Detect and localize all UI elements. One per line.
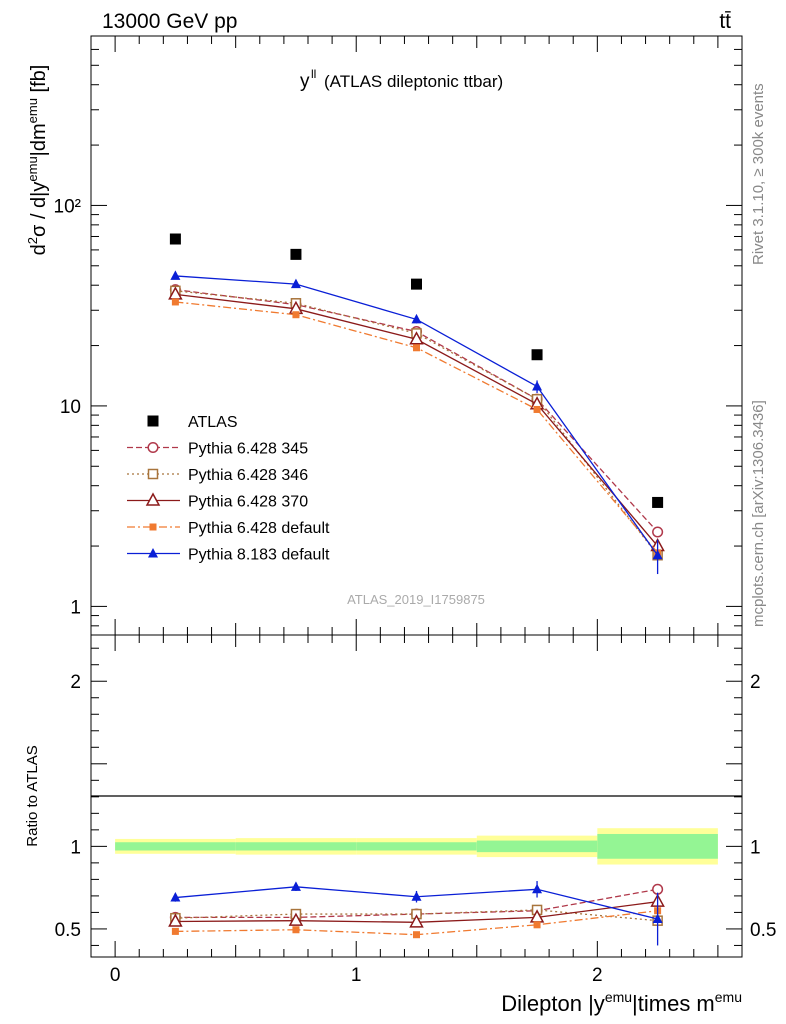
point-p6def [292, 311, 300, 319]
legend-label-p8: Pythia 8.183 default [188, 547, 330, 564]
main-panel: 1 10 10² d2σ / d|yemu|dmemu [fb] y ll (ATL… [25, 35, 743, 636]
point-p8 [170, 270, 181, 280]
ratio-point-p8 [652, 913, 663, 924]
ratio-x-ticks: 0 1 2 [90, 635, 743, 986]
ratio-point-p6def [171, 927, 179, 935]
main-y-axis-label: d2σ / d|yemu|dmemu [fb] [25, 65, 50, 256]
ratio-panel: 0.5 0.5 1 1 2 2 0 1 2 Ratio to ATLAS Dilepton |… [24, 634, 776, 1016]
process-label: tt̄ [719, 10, 731, 33]
series-p8 [170, 270, 663, 575]
ratio-point-p8 [532, 883, 543, 894]
ratio-point-p6def [292, 926, 300, 934]
legend: ATLAS Pythia 6.428 345 Pythia 6.428 346 Pyt… [127, 414, 330, 564]
point-atlas [290, 248, 302, 260]
main-title: y ll (ATLAS dileptonic ttbar) [300, 67, 503, 92]
main-y-tick-label: 10² [54, 196, 81, 217]
main-title-prefix: y [300, 71, 310, 92]
legend-marker-p8 [148, 548, 158, 558]
legend-label-p345: Pythia 6.428 345 [188, 441, 308, 458]
main-y-ticks: 1 10 10² [54, 35, 742, 627]
legend-marker-p6def [149, 523, 157, 531]
ratio-point-p6def [413, 931, 420, 939]
ratio-y-tick-label-right: 2 [750, 672, 761, 693]
series-p370 [168, 286, 665, 552]
ratio-point-p370 [288, 912, 304, 926]
main-series-layer [168, 233, 665, 575]
analysis-watermark: ATLAS_2019_I1759875 [347, 592, 485, 607]
legend-entry-p370: Pythia 6.428 370 [127, 492, 308, 511]
ratio-band-inner [597, 833, 718, 859]
ratio-band-inner [476, 840, 598, 853]
point-atlas [531, 349, 543, 361]
point-atlas [652, 496, 664, 508]
main-y-tick-label: 1 [70, 597, 81, 618]
ratio-frame [90, 634, 743, 958]
ratio-point-p370 [409, 914, 424, 928]
energy-label: 13000 GeV pp [102, 10, 237, 33]
legend-entry-p346: Pythia 6.428 346 [127, 467, 308, 484]
ratio-point-p8 [170, 892, 181, 902]
point-p370 [409, 331, 424, 345]
point-p8 [532, 380, 543, 391]
legend-marker-atlas [147, 415, 159, 427]
legend-entry-p8: Pythia 8.183 default [127, 547, 330, 564]
main-title-text: (ATLAS dileptonic ttbar) [324, 72, 503, 91]
point-atlas [411, 278, 422, 290]
ratio-y-tick-label: 1 [70, 837, 81, 858]
ratio-band-inner [115, 842, 236, 851]
point-p6def [533, 405, 541, 413]
ratio-y-tick-label-right: 1 [750, 837, 761, 858]
point-p6def [413, 344, 420, 352]
ratio-y-tick-label-right: 0.5 [750, 920, 776, 941]
legend-label-p6def: Pythia 6.428 default [188, 520, 330, 537]
legend-entry-atlas: ATLAS [147, 414, 238, 431]
point-p6def [171, 298, 179, 306]
legend-entry-p6def: Pythia 6.428 default [127, 520, 330, 537]
legend-label-p370: Pythia 6.428 370 [188, 494, 308, 511]
ratio-point-p8 [290, 881, 301, 891]
legend-marker-p370 [145, 492, 161, 506]
x-tick-label: 1 [351, 965, 362, 986]
x-tick-label: 0 [110, 965, 121, 986]
ratio-uncertainty-bands [115, 828, 718, 865]
x-axis-label: Dilepton |yemu|times memu [501, 989, 742, 1016]
ratio-y-tick-label: 0.5 [55, 920, 81, 941]
ratio-series-p370 [168, 893, 665, 928]
series-atlas [169, 233, 664, 508]
legend-marker-p345 [147, 441, 159, 454]
main-y-tick-label: 10 [60, 397, 81, 418]
ratio-band-inner [235, 842, 357, 851]
ratio-y-tick-label: 2 [70, 672, 81, 693]
rivet-label: Rivet 3.1.10, ≥ 300k events [750, 83, 767, 265]
legend-label-p346: Pythia 6.428 346 [188, 467, 308, 484]
ratio-point-p6def [533, 921, 541, 929]
main-x-ticks [90, 36, 743, 635]
point-p8 [411, 313, 422, 324]
ratio-point-p8 [411, 891, 422, 901]
ratio-series-layer [168, 881, 665, 946]
ratio-y-axis-label: Ratio to ATLAS [24, 745, 41, 846]
mcplots-label: mcplots.cern.ch [arXiv:1306.3436] [750, 400, 767, 627]
main-title-superscript: ll [311, 67, 316, 81]
point-atlas [169, 233, 181, 245]
ratio-series-p8 [170, 881, 663, 946]
point-p8 [290, 278, 301, 289]
point-p8 [652, 549, 663, 560]
legend-label-atlas: ATLAS [188, 414, 238, 431]
ratio-y-ticks: 0.5 0.5 1 1 2 2 [55, 647, 776, 946]
ratio-point-p370 [168, 913, 183, 927]
point-p345 [652, 526, 664, 538]
legend-marker-p346 [147, 468, 159, 480]
x-tick-label: 2 [592, 965, 603, 986]
legend-entry-p345: Pythia 6.428 345 [127, 441, 308, 458]
ratio-band-inner [356, 842, 477, 851]
